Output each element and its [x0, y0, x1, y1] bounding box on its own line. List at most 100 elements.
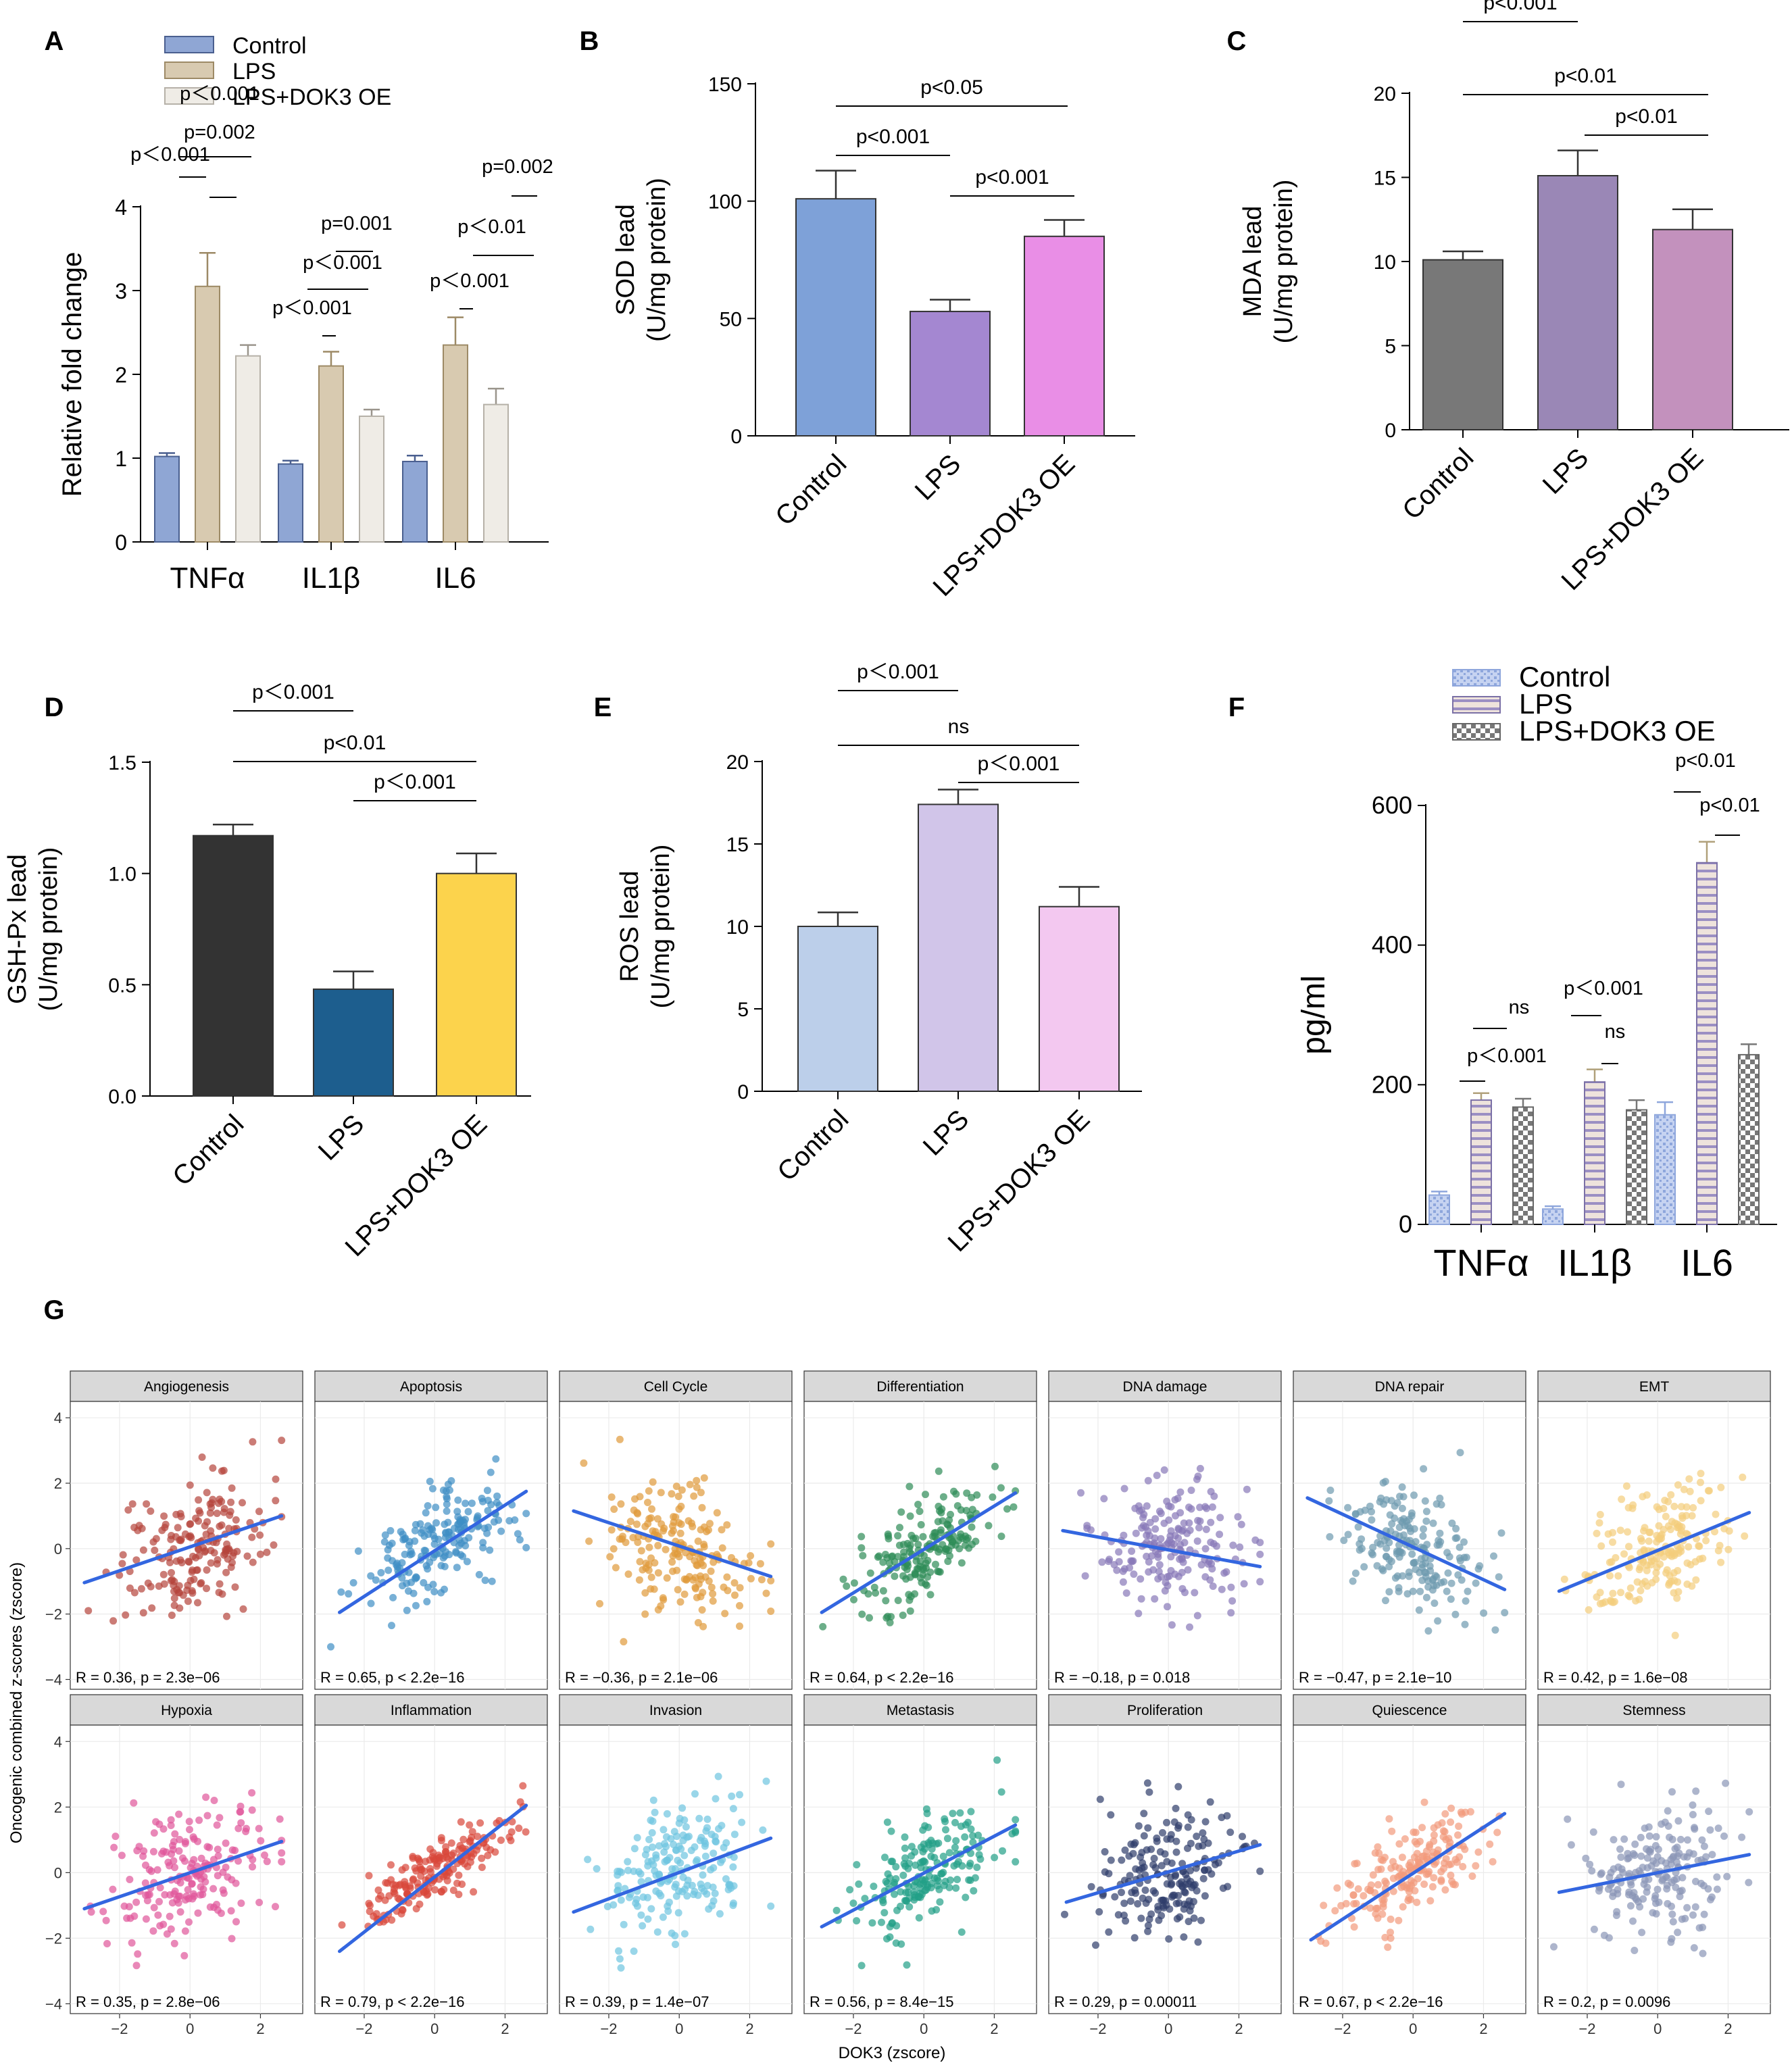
scatter-point — [195, 1545, 203, 1553]
scatter-point — [466, 1821, 474, 1829]
scatter-point — [680, 1851, 689, 1860]
scatter-point — [426, 1477, 434, 1485]
scatter-point — [422, 1858, 430, 1866]
scatter-point — [662, 1833, 670, 1841]
scatter-point — [187, 1534, 195, 1541]
facet-panel — [70, 1724, 303, 2014]
scatter-point — [1624, 1528, 1631, 1536]
scatter-point — [957, 1928, 966, 1936]
scatter-point — [729, 1901, 737, 1910]
scatter-point — [1399, 1903, 1407, 1911]
scatter-point — [242, 1828, 250, 1835]
scatter-point — [201, 1548, 209, 1556]
scatter-point — [905, 1903, 914, 1911]
scatter-point — [674, 1887, 682, 1895]
scatter-point — [209, 1495, 217, 1503]
scatter-point — [155, 1820, 164, 1828]
scatter-point — [688, 1519, 695, 1527]
scatter-point — [432, 1503, 440, 1512]
facet-strip — [70, 1694, 303, 1726]
scatter-point — [1382, 1879, 1390, 1887]
scatter-point — [1012, 1827, 1020, 1835]
scatter-point — [676, 1814, 684, 1822]
scatter-point — [1351, 1510, 1360, 1518]
legend-label: LPS — [1519, 688, 1572, 720]
scatter-point — [1716, 1541, 1724, 1549]
scatter-point — [1374, 1866, 1383, 1874]
scatter-point — [1595, 1887, 1603, 1895]
bar-lps — [443, 344, 468, 543]
scatter-point — [215, 1589, 223, 1597]
scatter-point — [1413, 1898, 1421, 1906]
scatter-point — [1387, 1915, 1395, 1923]
scatter-point — [624, 1858, 632, 1866]
correlation-r: R = 0.35, — [76, 1993, 141, 2010]
scatter-point — [1386, 1511, 1394, 1519]
scatter-point — [1461, 1620, 1469, 1628]
scatter-point — [1166, 1873, 1174, 1881]
scatter-point — [389, 1593, 397, 1601]
scatter-point — [130, 1589, 139, 1597]
bar-lps-dok3-oe — [1652, 228, 1733, 430]
scatter-point — [1593, 1593, 1601, 1601]
scatter-point — [676, 1598, 685, 1606]
scatter-point — [678, 1486, 686, 1494]
scatter-point — [680, 1930, 689, 1938]
scatter-point — [957, 1822, 965, 1831]
scatter-point — [1412, 1538, 1420, 1546]
scatter-point — [905, 1596, 914, 1604]
scatter-point — [1186, 1907, 1194, 1915]
scatter-point — [176, 1835, 184, 1843]
scatter-point — [514, 1530, 522, 1538]
scatter-point — [1501, 1609, 1509, 1617]
scatter-point — [953, 1876, 961, 1883]
scatter-point — [398, 1906, 406, 1914]
scatter-point — [1437, 1876, 1445, 1884]
scatter-point — [645, 1543, 653, 1551]
scatter-point — [407, 1578, 415, 1587]
scatter-point — [649, 1861, 657, 1869]
scatter-point — [692, 1858, 700, 1866]
scatter-point — [457, 1818, 465, 1826]
facet-inflammation: Inflammation−2 0 2R = 0.79, p < 2.2e−16 — [314, 1694, 548, 2037]
x-tick-label: LPS — [910, 449, 967, 506]
correlation-label: R = 0.65, p < 2.2e−16 — [320, 1669, 464, 1686]
bar-lps-dok3-oe — [1626, 1109, 1647, 1225]
scatter-point — [126, 1876, 134, 1883]
scatter-point — [580, 1459, 588, 1467]
scatter-point — [757, 1576, 766, 1584]
scatter-point — [248, 1806, 256, 1814]
scatter-point — [968, 1523, 976, 1531]
scatter-point — [210, 1797, 218, 1804]
scatter-point — [1201, 1892, 1209, 1900]
scatter-point — [1379, 1903, 1387, 1911]
scatter-point — [692, 1585, 699, 1593]
scatter-point — [1165, 1502, 1173, 1510]
scatter-point — [659, 1913, 667, 1921]
scatter-point — [1369, 1871, 1377, 1879]
scatter-point — [1201, 1866, 1209, 1874]
scatter-point — [1401, 1835, 1409, 1843]
scatter-point — [1626, 1584, 1635, 1592]
scatter-point — [1202, 1525, 1210, 1533]
scatter-point — [387, 1526, 395, 1535]
scatter-point — [693, 1483, 701, 1491]
correlation-label: R = −0.36, p = 2.1e−06 — [565, 1669, 718, 1686]
facet-strip — [1537, 1370, 1771, 1402]
scatter-point — [354, 1547, 362, 1555]
scatter-point — [1118, 1889, 1125, 1897]
scatter-point — [206, 1509, 214, 1517]
scatter-point — [1187, 1487, 1195, 1494]
scatter-point — [896, 1524, 903, 1532]
p-value-label: p<0.01 — [1699, 795, 1760, 816]
scatter-point — [1653, 1885, 1662, 1893]
scatter-point — [649, 1843, 656, 1851]
scatter-point — [148, 1604, 156, 1612]
facet-strip — [1048, 1370, 1282, 1402]
y-axis-label: Relative fold change — [57, 252, 87, 497]
scatter-point — [897, 1888, 905, 1896]
scatter-point — [1087, 1883, 1095, 1891]
correlation-label: R = 0.39, p = 1.4e−07 — [565, 1993, 709, 2010]
scatter-point — [612, 1564, 620, 1572]
facet-title: Invasion — [649, 1703, 702, 1718]
